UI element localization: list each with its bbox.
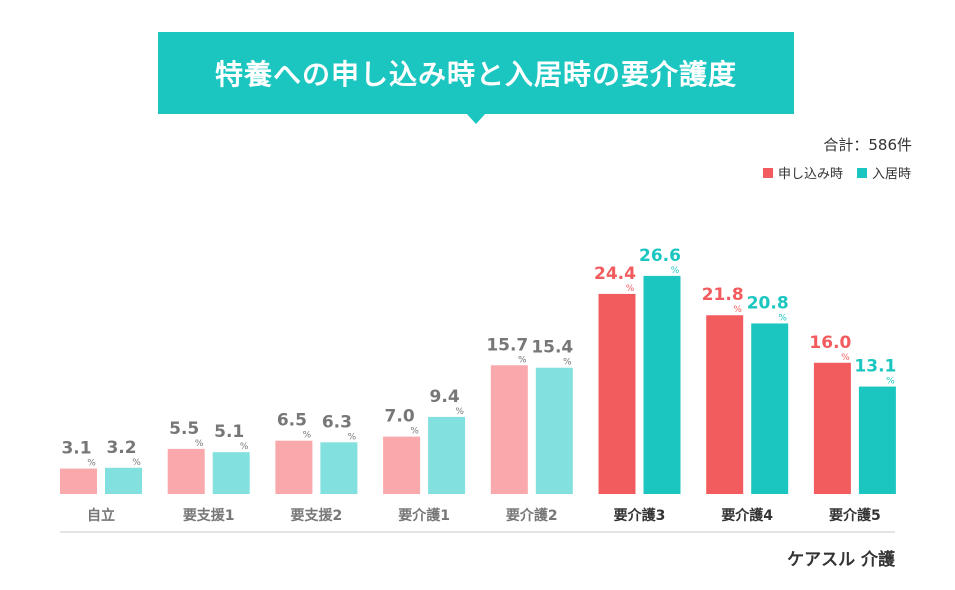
category-label: 要支援2 (291, 507, 343, 524)
legend-label-move-in: 入居時 (871, 167, 911, 182)
category-label: 要支援1 (183, 507, 235, 524)
data-label-move-in: 15.4 (531, 338, 573, 358)
legend: 申し込み時 入居時 (749, 163, 911, 182)
bar-move-in (320, 442, 358, 494)
category-label: 自立 (87, 507, 115, 524)
data-label-unit: % (410, 427, 419, 437)
bar-move-in (643, 275, 681, 494)
data-label-move-in: 26.6 (639, 246, 681, 266)
bar-application (383, 436, 421, 494)
data-label-unit: % (195, 439, 204, 449)
bar-application (490, 365, 528, 494)
brand-credit: ケアスル 介護 (787, 550, 895, 570)
data-label-unit: % (671, 266, 680, 276)
data-label-unit: % (348, 432, 357, 442)
data-label-application: 5.5 (169, 419, 199, 439)
data-label-unit: % (132, 458, 141, 468)
data-label-application: 7.0 (385, 407, 415, 427)
data-label-unit: % (778, 313, 787, 323)
bar-move-in (751, 323, 789, 494)
bar-application (813, 362, 851, 494)
data-label-move-in: 6.3 (322, 412, 352, 432)
data-label-unit: % (303, 431, 312, 441)
bar-move-in (428, 416, 466, 494)
data-label-unit: % (886, 377, 895, 387)
data-label-unit: % (841, 353, 850, 363)
legend-swatch-move-in (856, 167, 867, 178)
legend-item-move-in: 入居時 (856, 163, 911, 182)
legend-item-application: 申し込み時 (762, 163, 843, 182)
data-label-move-in: 3.2 (106, 438, 136, 458)
bar-move-in (105, 467, 142, 494)
legend-swatch-application (762, 167, 773, 178)
data-label-unit: % (626, 284, 635, 294)
category-label: 要介護5 (829, 507, 881, 524)
bar-application (598, 293, 636, 494)
data-label-unit: % (563, 358, 572, 368)
bar-application (706, 315, 744, 494)
category-label: 要介護4 (721, 507, 773, 524)
category-label: 要介護1 (398, 507, 450, 524)
data-label-application: 21.8 (702, 285, 744, 305)
data-label-application: 3.1 (61, 439, 91, 459)
data-label-application: 6.5 (277, 411, 307, 431)
bar-application (60, 468, 97, 494)
data-label-move-in: 5.1 (214, 422, 244, 442)
data-label-move-in: 13.1 (854, 357, 896, 377)
title-pointer (466, 113, 486, 124)
data-label-unit: % (87, 459, 96, 469)
total-count: 合計：586件 (823, 136, 912, 154)
data-label-unit: % (733, 305, 742, 315)
data-label-unit: % (240, 442, 249, 452)
data-label-unit: % (455, 407, 464, 417)
data-label-unit: % (518, 355, 527, 365)
chart-title: 特養への申し込み時と入居時の要介護度 (158, 32, 794, 114)
bar-move-in (858, 386, 896, 494)
data-label-move-in: 20.8 (747, 293, 789, 313)
category-label: 要介護3 (614, 507, 666, 524)
bar-application (167, 448, 205, 494)
category-label: 要介護2 (506, 507, 558, 524)
bar-move-in (212, 452, 250, 494)
bar-application (275, 440, 313, 494)
data-label-move-in: 9.4 (430, 387, 460, 407)
data-label-application: 15.7 (486, 335, 528, 355)
legend-label-application: 申し込み時 (777, 167, 843, 182)
data-label-application: 16.0 (809, 333, 851, 353)
data-label-application: 24.4 (594, 264, 636, 284)
bar-move-in (535, 367, 573, 494)
